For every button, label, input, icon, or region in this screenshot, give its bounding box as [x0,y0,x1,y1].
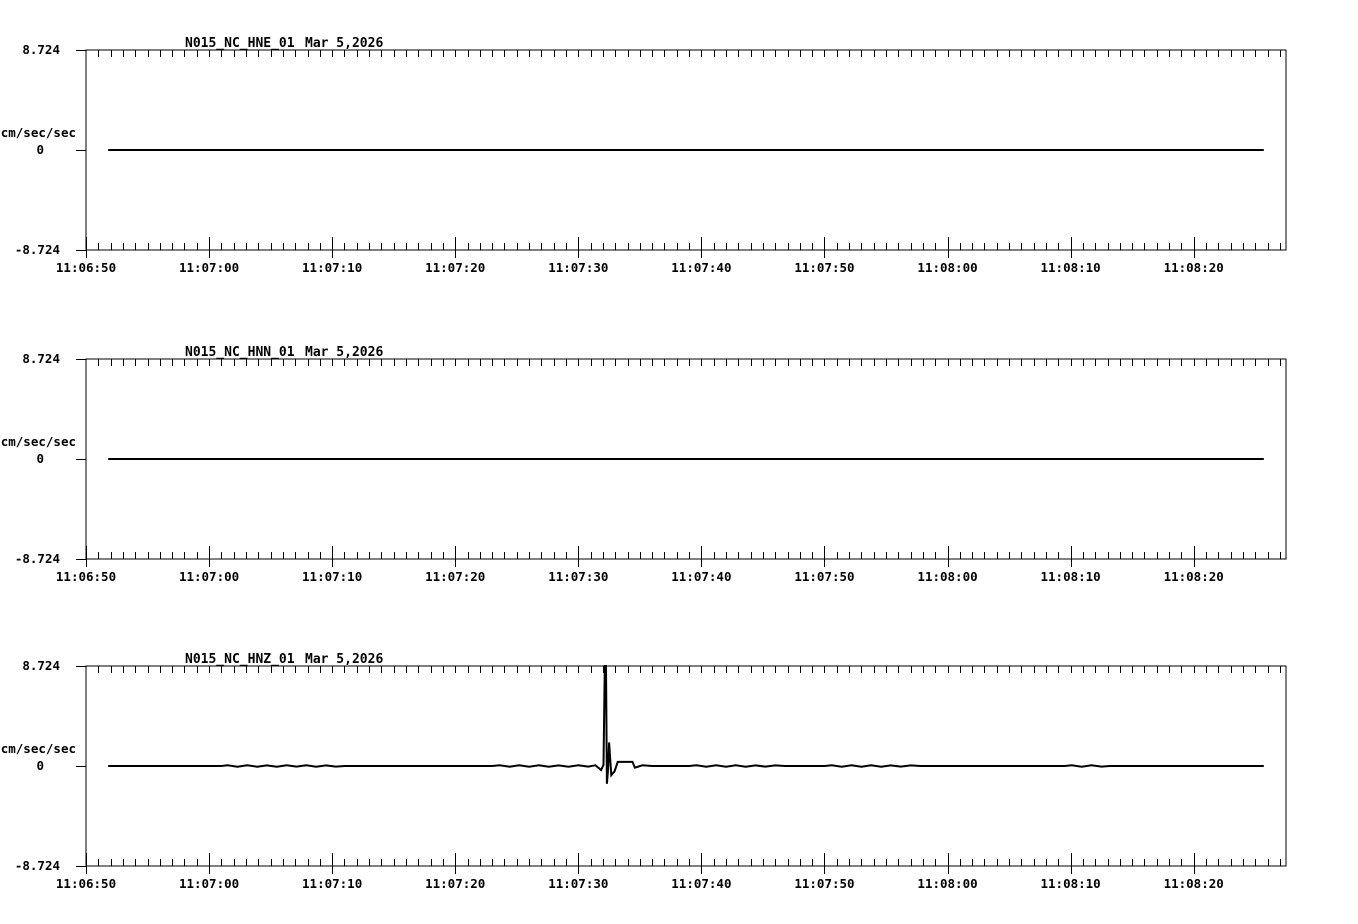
x-axis-label: 11:07:50 [794,260,854,275]
x-axis-labels: 11:06:50 11:07:00 11:07:10 11:07:20 11:07:30… [56,876,1224,891]
seismogram-panel-hnn: N015_NC_HNN_01 Mar 5,2026 8.724 cm/sec/s… [1,345,1287,584]
x-axis-label: 11:07:00 [179,260,239,275]
y-max-label: 8.724 [22,658,60,673]
x-axis-label: 11:07:20 [425,260,485,275]
x-axis-label: 11:07:10 [302,569,362,584]
panel-title: N015_NC_HNN_01 [185,345,295,360]
x-axis-label: 11:07:20 [425,569,485,584]
x-axis-label: 11:07:50 [794,876,854,891]
x-axis-label: 11:07:00 [179,569,239,584]
x-axis-label: 11:08:10 [1041,569,1101,584]
y-max-label: 8.724 [22,42,60,57]
x-axis-label: 11:07:30 [548,260,608,275]
panel-title: N015_NC_HNZ_01 [185,652,295,667]
seismogram-panel-hne: N015_NC_HNE_01 Mar 5,2026 8.724 cm/sec/s… [1,36,1287,275]
panel-date: Mar 5,2026 [305,36,383,51]
x-axis-label: 11:08:20 [1164,569,1224,584]
x-axis-label: 11:06:50 [56,260,116,275]
panel-date: Mar 5,2026 [305,652,383,667]
axes-and-ticks [76,49,1287,258]
panel-title: N015_NC_HNE_01 [185,36,295,51]
y-zero-label: 0 [36,142,44,157]
trace-line-hnz [108,665,1264,784]
x-axis-label: 11:07:50 [794,569,854,584]
x-axis-label: 11:06:50 [56,569,116,584]
y-min-label: -8.724 [15,858,60,873]
x-axis-label: 11:07:10 [302,876,362,891]
y-zero-label: 0 [36,758,44,773]
seismogram-panel-hnz: N015_NC_HNZ_01 Mar 5,2026 8.724 cm/sec/s… [1,652,1287,891]
amplitude-units-label: cm/sec/sec [1,125,76,140]
x-axis-label: 11:08:10 [1041,260,1101,275]
x-axis-label: 11:07:00 [179,876,239,891]
y-min-label: -8.724 [15,242,60,257]
x-axis-label: 11:06:50 [56,876,116,891]
x-axis-label: 11:07:40 [671,876,731,891]
panel-date: Mar 5,2026 [305,345,383,360]
x-axis-label: 11:08:00 [917,260,977,275]
x-axis-label: 11:07:10 [302,260,362,275]
x-axis-label: 11:08:20 [1164,260,1224,275]
x-axis-label: 11:07:40 [671,569,731,584]
y-min-label: -8.724 [15,551,60,566]
x-axis-label: 11:07:20 [425,876,485,891]
x-axis-label: 11:07:30 [548,569,608,584]
x-axis-label: 11:08:20 [1164,876,1224,891]
x-axis-label: 11:08:10 [1041,876,1101,891]
amplitude-units-label: cm/sec/sec [1,434,76,449]
axes-and-ticks [76,358,1287,567]
x-axis-label: 11:07:30 [548,876,608,891]
axes-and-ticks [76,665,1287,874]
y-max-label: 8.724 [22,351,60,366]
x-axis-labels: 11:06:50 11:07:00 11:07:10 11:07:20 11:07:30… [56,569,1224,584]
x-axis-label: 11:08:00 [917,569,977,584]
x-axis-label: 11:08:00 [917,876,977,891]
x-axis-labels: 11:06:50 11:07:00 11:07:10 11:07:20 11:07:30… [56,260,1224,275]
amplitude-units-label: cm/sec/sec [1,741,76,756]
y-zero-label: 0 [36,451,44,466]
x-axis-label: 11:07:40 [671,260,731,275]
